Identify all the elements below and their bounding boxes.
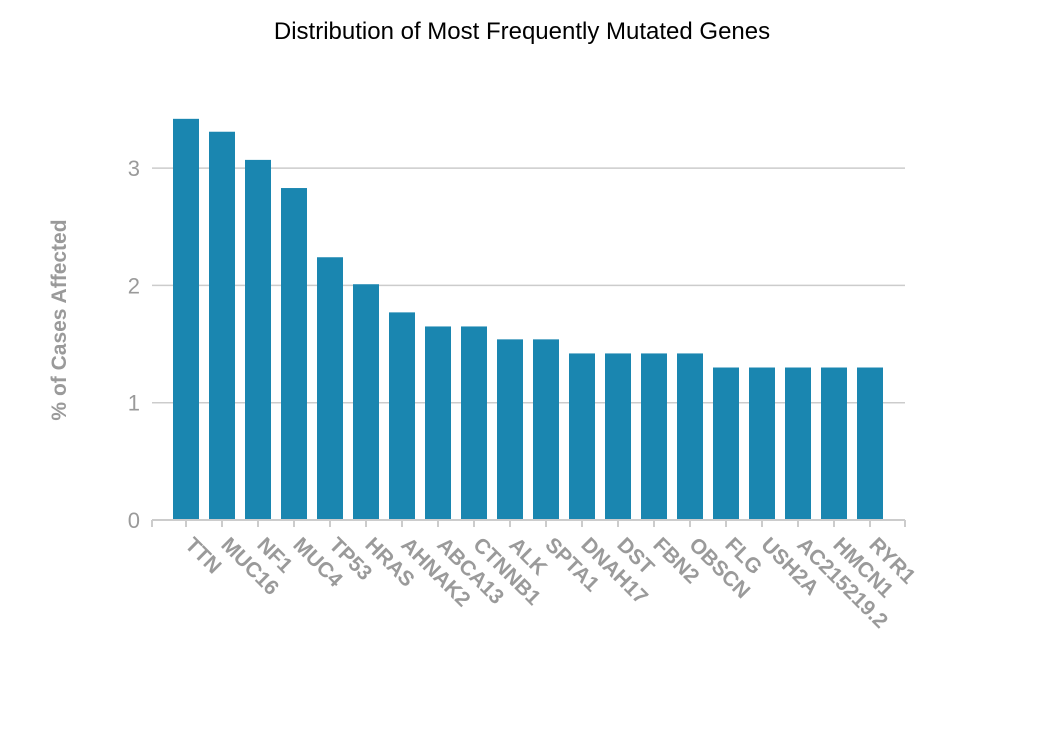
bar-nf1[interactable]	[245, 159, 271, 520]
bar-fbn2[interactable]	[641, 353, 667, 520]
bar-muc4[interactable]	[281, 188, 307, 520]
gridlines	[152, 167, 905, 404]
x-axis	[151, 519, 906, 527]
x-tick-label: TTN	[180, 533, 225, 578]
bar-abca13[interactable]	[425, 326, 451, 520]
bars	[173, 118, 883, 521]
bar-ctnnb1[interactable]	[461, 326, 487, 520]
bar-ttn[interactable]	[173, 118, 199, 521]
bar-tp53[interactable]	[317, 257, 343, 520]
bar-alk[interactable]	[497, 339, 523, 520]
bar-muc16[interactable]	[209, 131, 235, 520]
y-tick-label: 0	[128, 508, 140, 533]
x-axis-ticks: TTNMUC16NF1MUC4TP53HRASAHNAK2ABCA13CTNNB…	[180, 533, 920, 633]
chart-title: Distribution of Most Frequently Mutated …	[274, 18, 770, 45]
bar-ac215219-2[interactable]	[785, 367, 811, 520]
y-axis-label: % of Cases Affected	[48, 219, 71, 420]
y-axis-ticks: 0 1 2 3	[128, 156, 140, 533]
y-tick-label: 3	[128, 156, 140, 181]
bar-ahnak2[interactable]	[389, 312, 415, 520]
bar-flg[interactable]	[713, 367, 739, 520]
bar-obscn[interactable]	[677, 353, 703, 520]
y-tick-label: 2	[128, 273, 140, 298]
bar-dst[interactable]	[605, 353, 631, 520]
bar-ush2a[interactable]	[749, 367, 775, 520]
bar-spta1[interactable]	[533, 339, 559, 520]
bar-hras[interactable]	[353, 284, 379, 520]
y-tick-label: 1	[128, 391, 140, 416]
bar-ryr1[interactable]	[857, 367, 883, 520]
bar-dnah17[interactable]	[569, 353, 595, 520]
bar-hmcn1[interactable]	[821, 367, 847, 520]
